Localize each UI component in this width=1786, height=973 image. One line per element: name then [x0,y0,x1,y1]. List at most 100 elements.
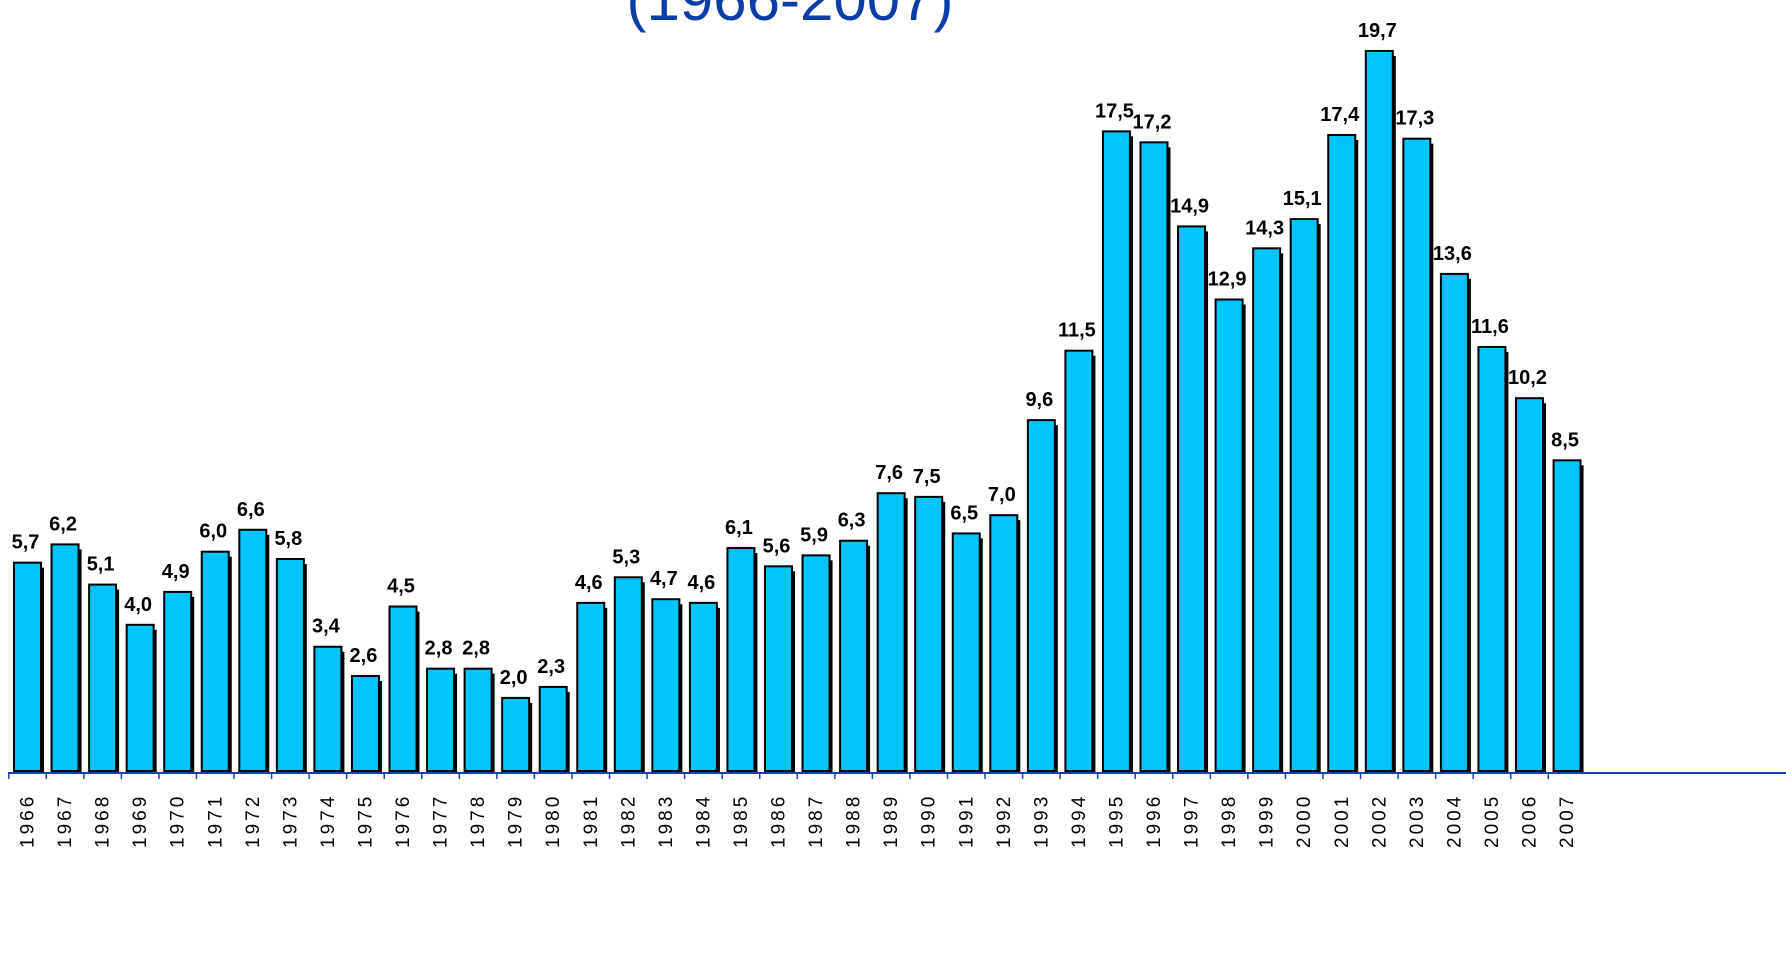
tick-label: 1971 [205,794,226,848]
tick-label: 1976 [393,794,414,848]
bar [238,528,268,773]
bar [876,492,906,772]
data-label: 2,3 [537,656,565,678]
bar [88,583,118,772]
chart-title: (1966-2007) [627,0,954,33]
data-label: 14,9 [1170,195,1209,217]
tick-label: 1995 [1106,794,1127,848]
tick-label: 1967 [55,794,76,848]
data-label: 17,3 [1395,108,1434,130]
data-label: 14,3 [1245,217,1284,239]
bar [463,667,493,772]
bar [1026,419,1056,772]
data-label: 6,0 [199,521,227,543]
bar [651,598,681,773]
bar [914,495,944,772]
data-label: 2,0 [500,667,528,689]
tick-label: 1987 [806,794,827,848]
data-label: 6,1 [725,517,753,539]
tick-label: 1994 [1069,794,1090,848]
tick-label: 1981 [581,794,602,848]
bar [1552,459,1582,772]
bar [839,539,869,772]
tick-label: 1969 [130,794,151,848]
data-label: 5,6 [763,535,791,557]
bar [1439,272,1469,772]
bar [1402,137,1432,772]
tick-label: 1996 [1144,794,1165,848]
bar [313,645,343,772]
bar [764,565,793,772]
bar [1101,130,1131,772]
tick-label: 1993 [1031,794,1052,848]
bar [13,561,42,772]
tick-label: 1992 [994,794,1015,848]
tick-label: 1978 [468,794,489,848]
tick-label: 1980 [543,794,564,848]
tick-label: 1973 [280,794,301,848]
bar [1364,49,1394,772]
bar [613,576,643,772]
data-label: 2,6 [350,645,378,667]
bar [200,550,230,773]
tick-label: 1975 [355,794,376,848]
data-label: 11,5 [1058,320,1096,342]
data-label: 5,9 [800,524,828,546]
tick-label: 2004 [1444,794,1465,848]
bar [1177,225,1207,772]
data-label: 6,2 [49,513,77,535]
bar [801,554,831,772]
data-label: 7,6 [875,462,903,484]
data-label: 2,8 [425,638,453,660]
data-label: 4,6 [687,572,715,594]
data-label: 6,6 [237,499,265,521]
data-label: 15,1 [1283,188,1322,210]
tick-label: 2000 [1294,794,1315,848]
data-label: 4,6 [575,572,603,594]
data-label: 6,3 [838,510,866,532]
data-label: 2,8 [462,638,490,660]
tick-label: 1986 [769,794,790,848]
tick-label: 1989 [881,794,902,848]
bar [1139,141,1169,772]
bar [688,601,718,772]
tick-label: 1968 [93,794,114,848]
bar [1289,218,1319,773]
bars-layer [13,49,1584,774]
tick-label: 2006 [1520,794,1541,848]
tick-label: 1998 [1219,794,1240,848]
data-labels-layer: 5,7 6,2 5,1 4,0 4,9 6,0 6,6 5,8 3,4 2,6 4,5 2,8 2,8 2… [12,20,1579,689]
tick-label: 1990 [919,794,940,848]
tick-label: 1979 [506,794,527,848]
data-label: 8,5 [1551,429,1579,451]
bar [501,696,531,773]
data-label: 12,9 [1208,269,1247,291]
bar [1327,134,1357,772]
bar [275,558,305,773]
data-label: 3,4 [312,616,341,638]
bar [989,514,1019,773]
tick-label: 1982 [618,794,639,848]
bar [1477,346,1507,772]
data-label: 13,6 [1433,243,1472,265]
x-axis [7,772,1786,779]
data-label: 7,5 [913,466,941,488]
data-label: 19,7 [1358,20,1397,42]
data-label: 9,6 [1025,389,1053,411]
data-label: 11,6 [1471,316,1509,338]
bar [1064,349,1094,772]
bar [50,543,80,773]
data-label: 5,8 [274,528,302,550]
tick-label: 1988 [844,794,865,848]
bar [576,601,606,772]
data-label: 5,7 [12,532,40,554]
data-label: 17,2 [1133,111,1172,133]
bar [125,623,155,772]
tick-label: 2002 [1369,794,1390,848]
bar [350,674,380,772]
tick-label: 1985 [731,794,752,848]
data-label: 4,9 [162,561,190,583]
tick-label: 1977 [431,794,452,848]
tick-label: 2003 [1407,794,1428,848]
